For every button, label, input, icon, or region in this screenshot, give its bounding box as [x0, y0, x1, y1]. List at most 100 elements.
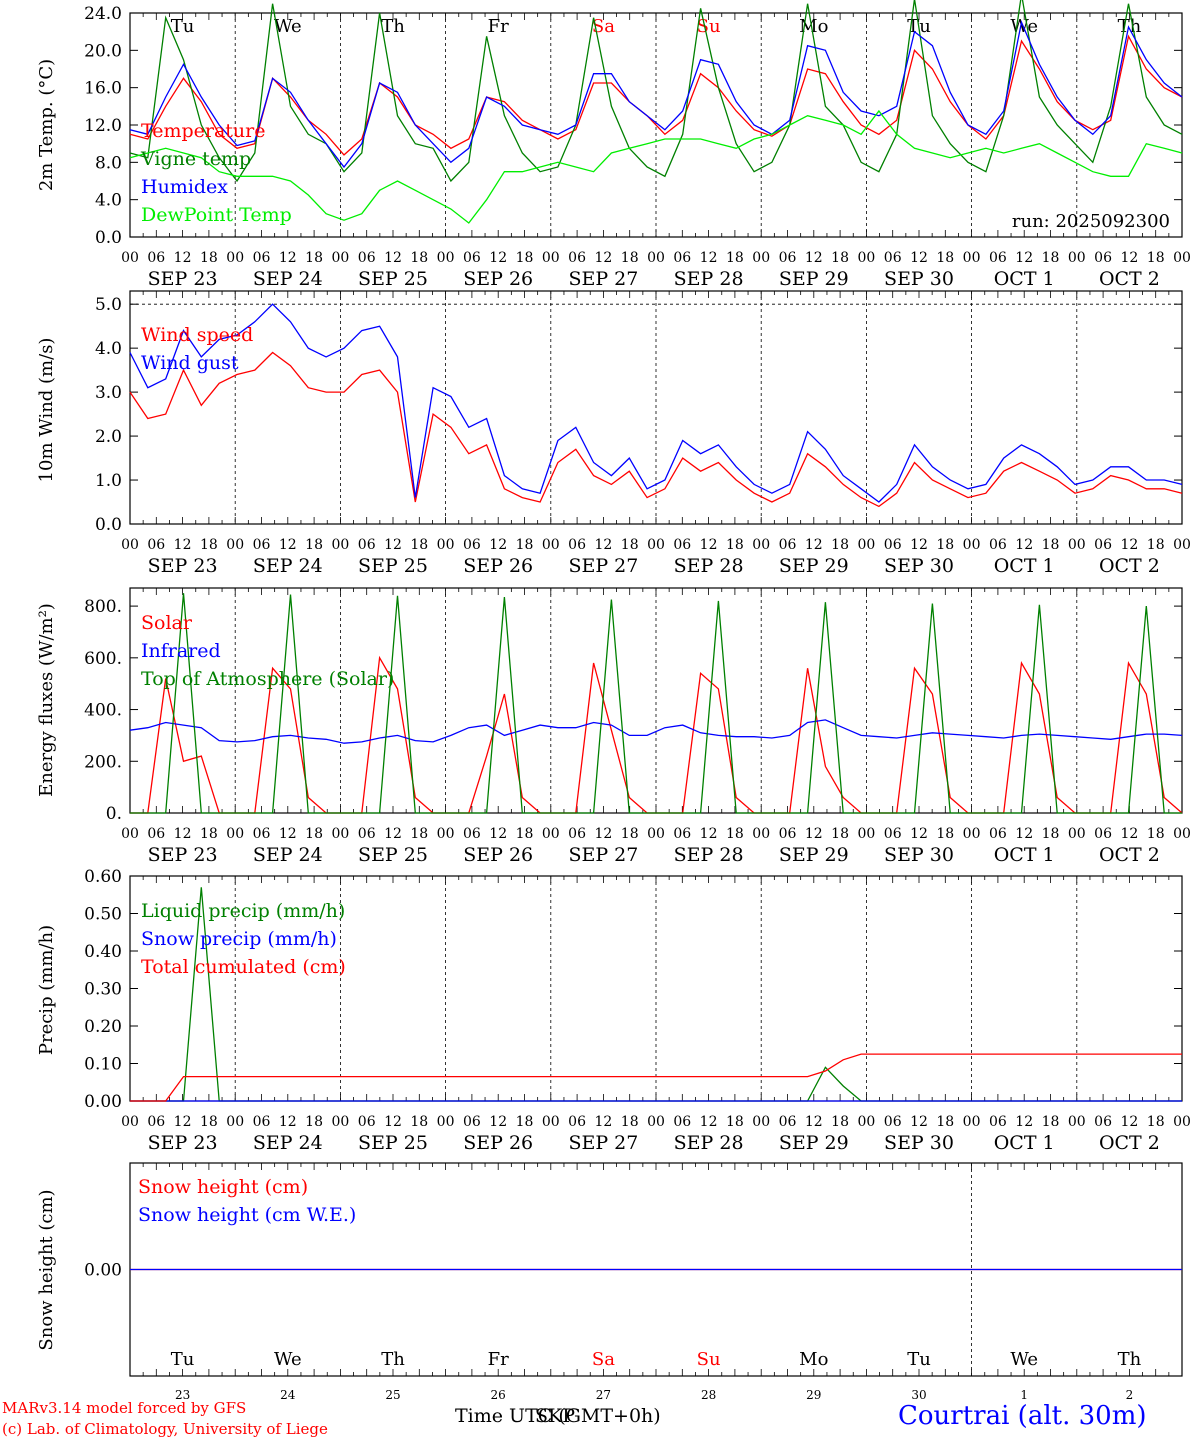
- y-tick-label: 5.0: [95, 295, 122, 315]
- hour-tick-label: 12: [489, 1114, 507, 1130]
- date-label: SEP 25: [358, 1132, 428, 1154]
- hour-tick-label: 12: [1015, 250, 1033, 266]
- y-tick-label: 600.: [84, 649, 122, 669]
- hour-tick-label: 18: [1042, 826, 1060, 842]
- hour-tick-label: 18: [831, 250, 849, 266]
- y-axis-label: Snow height (cm): [36, 1189, 57, 1350]
- hour-tick-label: 00: [437, 250, 455, 266]
- weekday-label: Su: [697, 16, 721, 37]
- hour-tick-label: 06: [147, 537, 165, 553]
- hour-tick-label: 06: [358, 537, 376, 553]
- day-number-label: 23: [175, 1388, 190, 1402]
- date-label: OCT 1: [994, 1132, 1055, 1154]
- hour-tick-label: 12: [805, 826, 823, 842]
- lab-credit: (c) Lab. of Climatology, University of L…: [2, 1420, 328, 1438]
- day-number-label: 25: [385, 1388, 400, 1402]
- hour-tick-label: 06: [673, 826, 691, 842]
- y-tick-label: 0.00: [84, 1261, 122, 1281]
- hour-tick-label: 06: [463, 1114, 481, 1130]
- hour-tick-label: 12: [910, 250, 928, 266]
- hour-tick-label: 06: [989, 826, 1007, 842]
- hour-tick-label: 06: [989, 1114, 1007, 1130]
- date-label: SEP 24: [253, 555, 323, 577]
- day-number-label: 24: [280, 1388, 296, 1402]
- hour-tick-label: 06: [989, 250, 1007, 266]
- hour-tick-label: 12: [279, 537, 297, 553]
- date-label: SEP 24: [253, 844, 323, 866]
- hour-tick-label: 00: [437, 537, 455, 553]
- hour-tick-label: 00: [963, 826, 981, 842]
- hour-tick-label: 18: [410, 826, 428, 842]
- hour-tick-label: 00: [226, 250, 244, 266]
- date-label: SEP 29: [779, 844, 849, 866]
- hour-tick-label: 12: [805, 537, 823, 553]
- hour-tick-label: 06: [1094, 250, 1112, 266]
- weekday-label: We: [1010, 16, 1038, 37]
- hour-tick-label: 18: [410, 537, 428, 553]
- hour-tick-label: 00: [331, 1114, 349, 1130]
- hour-tick-label: 12: [910, 1114, 928, 1130]
- hour-tick-label: 06: [779, 1114, 797, 1130]
- hour-tick-label: 06: [147, 826, 165, 842]
- hour-tick-label: 18: [621, 826, 639, 842]
- weekday-label: Sa: [592, 1349, 615, 1370]
- date-label: SEP 30: [884, 268, 954, 290]
- hour-tick-label: 06: [779, 826, 797, 842]
- date-label: SEP 25: [358, 555, 428, 577]
- weekday-label: Tu: [171, 16, 195, 37]
- hour-tick-label: 00: [1173, 250, 1191, 266]
- legend-entry: Wind gust: [141, 352, 239, 374]
- run-label: run: 2025092300: [1012, 211, 1170, 232]
- hour-tick-label: 06: [358, 250, 376, 266]
- hour-tick-label: 00: [857, 537, 875, 553]
- hour-tick-label: 06: [463, 250, 481, 266]
- hour-tick-label: 06: [147, 250, 165, 266]
- series-line-humidex: [129, 20, 1183, 169]
- model-credit: MARv3.14 model forced by GFS: [2, 1399, 247, 1417]
- legend-entry: Solar: [141, 612, 193, 634]
- y-tick-label: 20.0: [84, 41, 122, 61]
- weekday-label: Sa: [592, 16, 615, 37]
- hour-tick-label: 06: [358, 1114, 376, 1130]
- weekday-label: Th: [1118, 16, 1142, 37]
- y-axis-label: Energy fluxes (W/m²): [36, 603, 57, 797]
- weekday-label: We: [1010, 1349, 1038, 1370]
- hour-tick-label: 18: [726, 1114, 744, 1130]
- hour-tick-label: 06: [884, 537, 902, 553]
- series-line-dewpoint-temp: [129, 109, 1183, 224]
- hour-tick-label: 06: [989, 537, 1007, 553]
- date-label: SEP 26: [463, 555, 533, 577]
- hour-tick-label: 18: [200, 1114, 218, 1130]
- date-label: SEP 30: [884, 844, 954, 866]
- hour-tick-label: 00: [542, 826, 560, 842]
- hour-tick-label: 12: [1120, 250, 1138, 266]
- hour-tick-label: 00: [1173, 537, 1191, 553]
- weekday-label: Mo: [799, 1349, 828, 1370]
- date-label: SEP 25: [358, 844, 428, 866]
- hour-tick-label: 18: [200, 250, 218, 266]
- hour-tick-label: 00: [647, 1114, 665, 1130]
- date-label: SEP 23: [148, 844, 218, 866]
- date-label: OCT 2: [1099, 1132, 1160, 1154]
- hour-tick-label: 12: [1120, 826, 1138, 842]
- time-axis-overlap-label: SKP: [535, 1405, 575, 1427]
- series-line-infrared: [129, 719, 1183, 744]
- hour-tick-label: 12: [384, 537, 402, 553]
- hour-tick-label: 00: [1068, 250, 1086, 266]
- hour-tick-label: 06: [673, 250, 691, 266]
- weekday-label: Th: [1118, 1349, 1142, 1370]
- date-label: SEP 29: [779, 1132, 849, 1154]
- hour-tick-label: 00: [121, 250, 139, 266]
- hour-tick-label: 00: [226, 826, 244, 842]
- date-label: SEP 24: [253, 268, 323, 290]
- y-tick-label: 400.: [84, 701, 122, 721]
- hour-tick-label: 06: [568, 826, 586, 842]
- hour-tick-label: 18: [726, 537, 744, 553]
- hour-tick-label: 00: [121, 537, 139, 553]
- y-tick-label: 0.30: [84, 980, 122, 1000]
- weekday-label: Su: [697, 1349, 721, 1370]
- date-label: SEP 23: [148, 268, 218, 290]
- hour-tick-label: 00: [857, 1114, 875, 1130]
- hour-tick-label: 18: [1042, 1114, 1060, 1130]
- hour-tick-label: 06: [253, 826, 271, 842]
